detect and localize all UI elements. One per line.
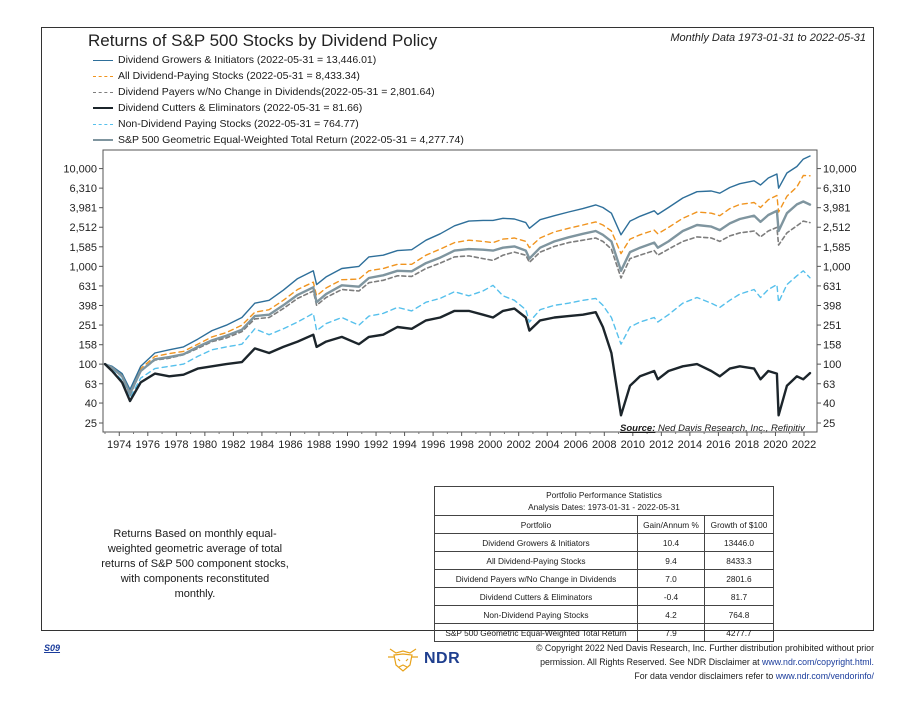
legend-label: Dividend Payers w/No Change in Dividends… [118, 86, 435, 98]
table-cell: 10.4 [637, 533, 705, 552]
table-cell: 13446.0 [704, 533, 774, 552]
table-cell: 9.4 [637, 551, 705, 570]
table-cell: All Dividend-Paying Stocks [434, 551, 638, 570]
legend-swatch [93, 107, 113, 109]
table-row: Dividend Growers & Initiators 10.4 13446… [434, 533, 774, 552]
table-header: Growth of $100 [704, 515, 774, 534]
ndr-logo-text: NDR [424, 650, 461, 667]
table-header: Gain/Annum % [637, 515, 705, 534]
chart-legend: Dividend Growers & Initiators (2022-05-3… [93, 52, 464, 148]
legend-entry: S&P 500 Geometric Equal-Weighted Total R… [93, 132, 464, 148]
copyright-line: © Copyright 2022 Ned Davis Research, Inc… [536, 643, 874, 653]
legend-swatch [93, 139, 113, 141]
copyright-notice: © Copyright 2022 Ned Davis Research, Inc… [484, 641, 874, 683]
legend-entry: Dividend Cutters & Eliminators (2022-05-… [93, 100, 464, 116]
table-caption: Portfolio Performance Statistics Analysi… [434, 486, 774, 516]
table-cell: 81.7 [704, 587, 774, 606]
source-label: Source: [620, 423, 656, 434]
table-cell: Dividend Payers w/No Change in Dividends [434, 569, 638, 588]
vendor-text: For data vendor disclaimers refer to [634, 671, 774, 681]
table-row: S&P 500 Geometric Equal-Weighted Total R… [434, 623, 774, 642]
table-cell: 2801.6 [704, 569, 774, 588]
ndr-logo: NDR [386, 642, 486, 676]
legend-entry: All Dividend-Paying Stocks (2022-05-31 =… [93, 68, 464, 84]
table-cell: 7.0 [637, 569, 705, 588]
copyright-line: For data vendor disclaimers refer to www… [484, 669, 874, 683]
copyright-line: permission. All Rights Reserved. See NDR… [484, 655, 874, 669]
table-header-row: Portfolio Gain/Annum % Growth of $100 [434, 515, 774, 534]
table-row: All Dividend-Paying Stocks 9.4 8433.3 [434, 551, 774, 570]
table-cell: S&P 500 Geometric Equal-Weighted Total R… [434, 623, 638, 642]
copyright-link[interactable]: www.ndr.com/copyright.html. [762, 657, 874, 667]
copyright-text: permission. All Rights Reserved. See NDR… [540, 657, 760, 667]
chart-code-link[interactable]: S09 [44, 643, 61, 653]
source-text: Ned Davis Research, Inc., Refinitiv [658, 423, 805, 434]
table-cell: 7.9 [637, 623, 705, 642]
legend-entry: Dividend Payers w/No Change in Dividends… [93, 84, 464, 100]
table-row: Dividend Payers w/No Change in Dividends… [434, 569, 774, 588]
legend-swatch [93, 123, 113, 125]
source-note: Source: Ned Davis Research, Inc., Refini… [620, 423, 805, 434]
table-caption-title: Portfolio Performance Statistics [546, 490, 662, 500]
table-header: Portfolio [434, 515, 638, 534]
table-cell: 4277.7 [704, 623, 774, 642]
table-cell: Non-Dividend Paying Stocks [434, 605, 638, 624]
legend-swatch [93, 75, 113, 77]
legend-label: Dividend Growers & Initiators (2022-05-3… [118, 54, 377, 66]
table-cell: 764.8 [704, 605, 774, 624]
vendor-link[interactable]: www.ndr.com/vendorinfo/ [775, 671, 874, 681]
legend-entry: Dividend Growers & Initiators (2022-05-3… [93, 52, 464, 68]
table-row: Non-Dividend Paying Stocks 4.2 764.8 [434, 605, 774, 624]
legend-entry: Non-Dividend Paying Stocks (2022-05-31 =… [93, 116, 464, 132]
table-cell: 8433.3 [704, 551, 774, 570]
methodology-note: Returns Based on monthly equal-weighted … [101, 528, 289, 600]
table-cell: Dividend Cutters & Eliminators [434, 587, 638, 606]
performance-table: Portfolio Performance Statistics Analysi… [434, 486, 774, 642]
table-cell: -0.4 [637, 587, 705, 606]
legend-label: Dividend Cutters & Eliminators (2022-05-… [118, 102, 363, 114]
table-cell: 4.2 [637, 605, 705, 624]
legend-swatch [93, 91, 113, 93]
legend-swatch [93, 59, 113, 61]
legend-label: All Dividend-Paying Stocks (2022-05-31 =… [118, 70, 360, 82]
table-cell: Dividend Growers & Initiators [434, 533, 638, 552]
table-caption-dates: Analysis Dates: 1973-01-31 - 2022-05-31 [528, 502, 680, 512]
chart-title: Returns of S&P 500 Stocks by Dividend Po… [88, 31, 438, 50]
table-row: Dividend Cutters & Eliminators -0.4 81.7 [434, 587, 774, 606]
legend-label: S&P 500 Geometric Equal-Weighted Total R… [118, 134, 464, 146]
ndr-bull-icon [388, 648, 418, 672]
legend-label: Non-Dividend Paying Stocks (2022-05-31 =… [118, 118, 359, 130]
chart-subtitle: Monthly Data 1973-01-31 to 2022-05-31 [670, 32, 866, 44]
